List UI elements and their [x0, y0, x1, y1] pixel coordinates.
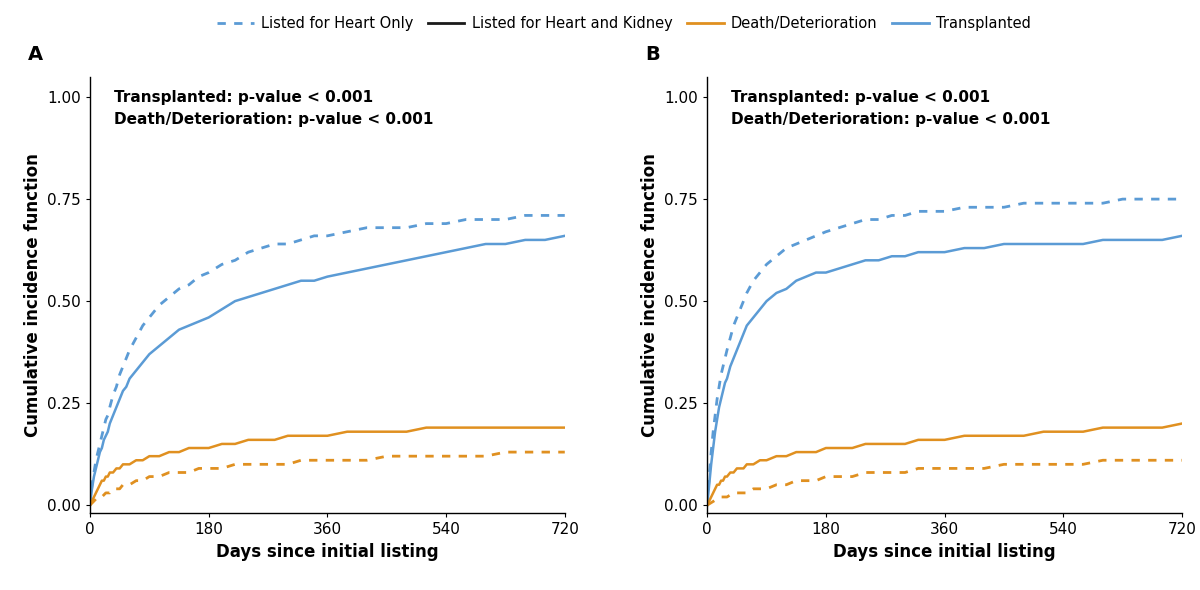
Y-axis label: Cumulative incidence function: Cumulative incidence function	[24, 153, 42, 437]
X-axis label: Days since initial listing: Days since initial listing	[216, 543, 439, 561]
Legend: Listed for Heart Only, Listed for Heart and Kidney, Death/Deterioration, Transpl: Listed for Heart Only, Listed for Heart …	[211, 10, 1037, 37]
Y-axis label: Cumulative incidence function: Cumulative incidence function	[641, 153, 659, 437]
Text: Transplanted: p-value < 0.001
Death/Deterioration: p-value < 0.001: Transplanted: p-value < 0.001 Death/Dete…	[731, 90, 1050, 127]
Text: B: B	[646, 45, 660, 64]
Text: A: A	[29, 45, 43, 64]
Text: Transplanted: p-value < 0.001
Death/Deterioration: p-value < 0.001: Transplanted: p-value < 0.001 Death/Dete…	[114, 90, 433, 127]
X-axis label: Days since initial listing: Days since initial listing	[833, 543, 1056, 561]
